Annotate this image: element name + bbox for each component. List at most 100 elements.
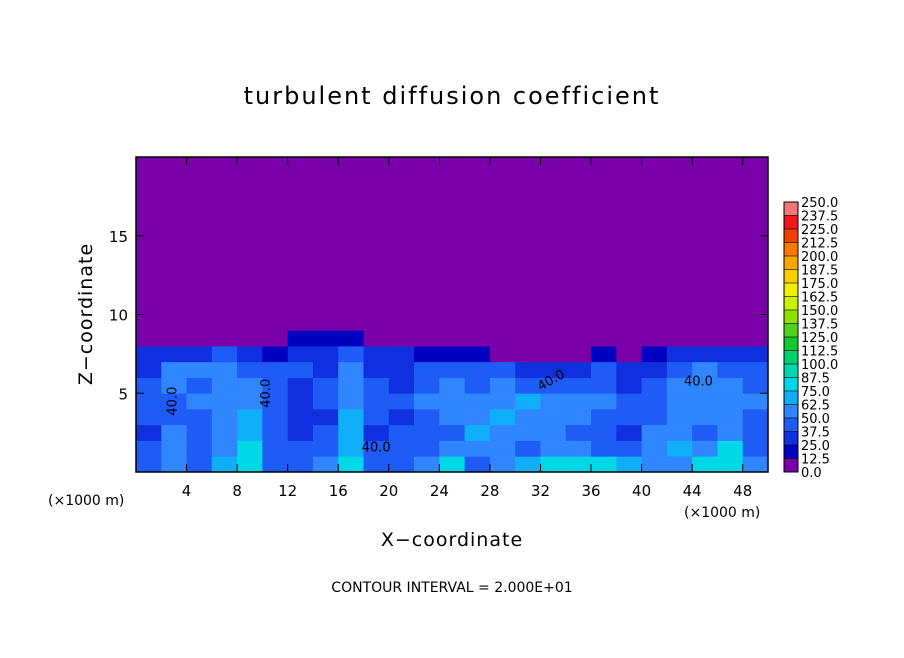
contour-label: 40.0 — [362, 441, 391, 456]
cell — [363, 330, 390, 347]
cell — [565, 393, 592, 410]
cell — [515, 157, 541, 331]
cell — [287, 157, 314, 331]
cell — [211, 157, 238, 331]
cell — [186, 409, 213, 426]
cell — [565, 361, 592, 378]
colorbar-band — [784, 377, 798, 391]
cell — [136, 361, 162, 378]
colorbar-label: 75.0 — [801, 385, 830, 400]
x-axis-label: X−coordinate — [381, 529, 523, 551]
cell — [161, 393, 187, 410]
cell — [489, 361, 516, 378]
cell — [136, 440, 162, 457]
chart-title: turbulent diffusion coefficient — [244, 82, 661, 110]
cell — [692, 330, 718, 347]
contour-label: 40.0 — [259, 379, 274, 408]
cell — [237, 377, 263, 394]
cell — [439, 346, 466, 363]
cell — [338, 456, 364, 473]
cell — [312, 157, 339, 331]
cell — [414, 377, 440, 394]
cell — [565, 440, 592, 457]
cell — [287, 424, 314, 441]
cell — [211, 346, 238, 363]
cell — [540, 409, 567, 426]
cell — [692, 361, 718, 378]
cell — [237, 330, 263, 347]
cell — [515, 361, 541, 378]
cell — [388, 393, 415, 410]
cell — [641, 377, 668, 394]
cell — [591, 393, 617, 410]
colorbar-band — [784, 418, 798, 432]
colorbar-label: 25.0 — [801, 439, 830, 454]
cell — [338, 393, 364, 410]
cell — [692, 409, 718, 426]
cell — [464, 157, 491, 331]
x-tick-label: 28 — [480, 482, 499, 500]
y-tick-label: 15 — [109, 228, 128, 246]
colorbar-band — [784, 391, 798, 405]
colorbar-band — [784, 256, 798, 270]
cell — [515, 424, 541, 441]
cell — [363, 157, 390, 331]
cell — [742, 157, 769, 331]
cell — [591, 361, 617, 378]
colorbar-band — [784, 431, 798, 445]
x-tick-label: 32 — [531, 482, 550, 500]
cell — [666, 456, 693, 473]
cell — [464, 377, 491, 394]
cell — [237, 440, 263, 457]
cell — [565, 409, 592, 426]
cell — [338, 440, 364, 457]
cell — [565, 424, 592, 441]
cell — [666, 330, 693, 347]
cell — [161, 157, 187, 331]
cell — [540, 377, 567, 394]
x-tick-label: 8 — [232, 482, 242, 500]
cell — [237, 361, 263, 378]
x-tick-label: 20 — [379, 482, 398, 500]
cell — [666, 393, 693, 410]
cell — [666, 377, 693, 394]
colorbar-band — [784, 364, 798, 378]
cell — [565, 346, 592, 363]
cell — [641, 330, 668, 347]
cell — [414, 330, 440, 347]
cell — [338, 409, 364, 426]
cell — [363, 424, 390, 441]
cell — [515, 456, 541, 473]
colorbar-label: 137.5 — [801, 318, 838, 333]
cell — [262, 440, 289, 457]
cell — [489, 346, 516, 363]
cell — [211, 409, 238, 426]
y-tick-label: 5 — [118, 385, 128, 403]
cell — [692, 157, 718, 331]
cell — [742, 456, 769, 473]
cell — [515, 346, 541, 363]
cell — [186, 346, 213, 363]
cell — [211, 456, 238, 473]
cell — [363, 346, 390, 363]
footer: CONTOUR INTERVAL = 2.000E+01 — [331, 580, 572, 596]
cell — [515, 440, 541, 457]
colorbar-label: 150.0 — [801, 304, 838, 319]
cell — [388, 424, 415, 441]
colorbar-label: 0.0 — [801, 466, 822, 481]
contour-label: 40.0 — [165, 387, 180, 416]
cell — [363, 361, 390, 378]
cell — [616, 424, 642, 441]
cell — [363, 440, 390, 457]
cell — [540, 440, 567, 457]
cell — [312, 424, 339, 441]
cell — [338, 330, 364, 347]
cell — [439, 409, 466, 426]
cell — [641, 361, 668, 378]
cell — [641, 456, 668, 473]
cell — [287, 377, 314, 394]
cell — [540, 393, 567, 410]
cell — [540, 424, 567, 441]
cell — [161, 456, 187, 473]
cell — [489, 440, 516, 457]
